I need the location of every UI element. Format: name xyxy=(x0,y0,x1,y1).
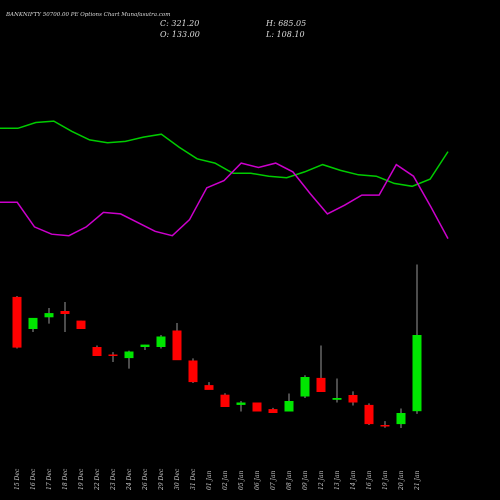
chart-title: BANKNIFTY 50700.00 PE Options Chart Muna… xyxy=(5,12,170,18)
candle-body xyxy=(412,335,422,412)
x-tick-label: 08 Jan xyxy=(286,470,293,490)
candle-body xyxy=(380,425,390,427)
candle xyxy=(300,375,310,398)
candlesticks xyxy=(12,264,422,428)
x-axis-ticks: 15 Dec 16 Dec 17 Dec 18 Dec 19 Dec 22 Dec 23 D… xyxy=(14,468,421,491)
candle-body xyxy=(12,296,22,348)
candle-body xyxy=(236,402,246,405)
x-tick-label: 05 Jan xyxy=(238,470,245,490)
candle-body xyxy=(124,351,134,359)
candle-body xyxy=(172,330,182,361)
candle-body xyxy=(220,394,230,407)
x-tick-label: 22 Dec xyxy=(94,468,101,491)
x-tick-label: 30 Dec xyxy=(174,468,181,490)
x-tick-label: 31 Dec xyxy=(190,468,197,490)
candle xyxy=(412,264,422,414)
candle xyxy=(332,378,342,403)
candle-body xyxy=(284,401,294,412)
x-tick-label: 15 Dec xyxy=(14,468,21,490)
x-tick-label: 12 Jan xyxy=(318,470,325,490)
x-tick-label: 13 Jan xyxy=(334,470,341,490)
candle xyxy=(12,296,22,349)
candle-body xyxy=(76,320,86,329)
open-label: O: 133.00 xyxy=(160,30,200,39)
candle xyxy=(188,358,198,383)
candle-body xyxy=(396,413,406,425)
candle-body xyxy=(348,395,358,403)
candle-body xyxy=(188,360,198,383)
low-label: L: 108.10 xyxy=(265,30,305,39)
candle-body xyxy=(268,409,278,413)
candle xyxy=(396,408,406,428)
candle xyxy=(28,317,38,332)
candle xyxy=(156,335,166,349)
x-tick-label: 16 Jan xyxy=(366,470,373,490)
x-tick-label: 18 Dec xyxy=(62,468,69,490)
high-label: H: 685.05 xyxy=(265,19,306,28)
candle xyxy=(124,350,134,369)
candle xyxy=(236,401,246,412)
candle xyxy=(268,407,278,413)
candle xyxy=(364,403,374,425)
candle-body xyxy=(60,311,70,314)
candle xyxy=(284,393,294,412)
candle-body xyxy=(140,344,150,347)
x-tick-label: 02 Jan xyxy=(222,470,229,490)
candle xyxy=(92,345,102,356)
candle-body xyxy=(300,377,310,397)
close-label: C: 321.20 xyxy=(160,19,199,28)
x-tick-label: 01 Jan xyxy=(206,470,213,490)
candle-body xyxy=(28,317,38,329)
candle-body xyxy=(364,404,374,425)
x-tick-label: 07 Jan xyxy=(270,470,277,490)
candle-body xyxy=(252,402,262,412)
candle xyxy=(348,391,358,406)
candle-body xyxy=(156,336,166,347)
candle xyxy=(60,302,70,332)
indicator-line-1 xyxy=(0,120,449,188)
x-tick-label: 23 Dec xyxy=(110,468,117,491)
candle-body xyxy=(108,354,118,356)
x-tick-label: 29 Dec xyxy=(158,468,165,491)
candle-body xyxy=(316,377,326,392)
candle xyxy=(220,393,230,407)
candle-body xyxy=(92,347,102,356)
candle xyxy=(204,382,214,390)
x-tick-label: 19 Jan xyxy=(382,470,389,490)
x-tick-label: 14 Jan xyxy=(350,470,357,490)
candle xyxy=(380,421,390,428)
indicator-line-2 xyxy=(0,162,449,239)
x-tick-label: 24 Dec xyxy=(126,468,133,491)
x-tick-label: 06 Jan xyxy=(254,470,261,490)
candle xyxy=(140,344,150,350)
x-tick-label: 20 Jan xyxy=(398,470,405,491)
x-tick-label: 17 Dec xyxy=(46,468,53,490)
candle xyxy=(76,320,86,329)
indicator-lines xyxy=(0,120,449,239)
candle xyxy=(252,402,262,412)
x-tick-label: 26 Dec xyxy=(142,468,149,491)
x-tick-label: 21 Jan xyxy=(414,470,421,491)
candle-body xyxy=(44,313,54,318)
candle-body xyxy=(204,385,214,390)
candle xyxy=(44,308,54,324)
candle xyxy=(108,352,118,362)
x-tick-label: 19 Dec xyxy=(78,468,85,490)
candle xyxy=(316,345,326,392)
candle-body xyxy=(332,398,342,400)
x-tick-label: 16 Dec xyxy=(30,468,37,490)
x-tick-label: 09 Jan xyxy=(302,470,309,490)
candle xyxy=(172,323,182,361)
